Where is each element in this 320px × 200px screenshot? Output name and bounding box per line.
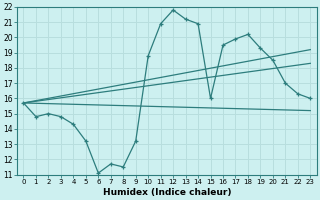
X-axis label: Humidex (Indice chaleur): Humidex (Indice chaleur) (103, 188, 231, 197)
